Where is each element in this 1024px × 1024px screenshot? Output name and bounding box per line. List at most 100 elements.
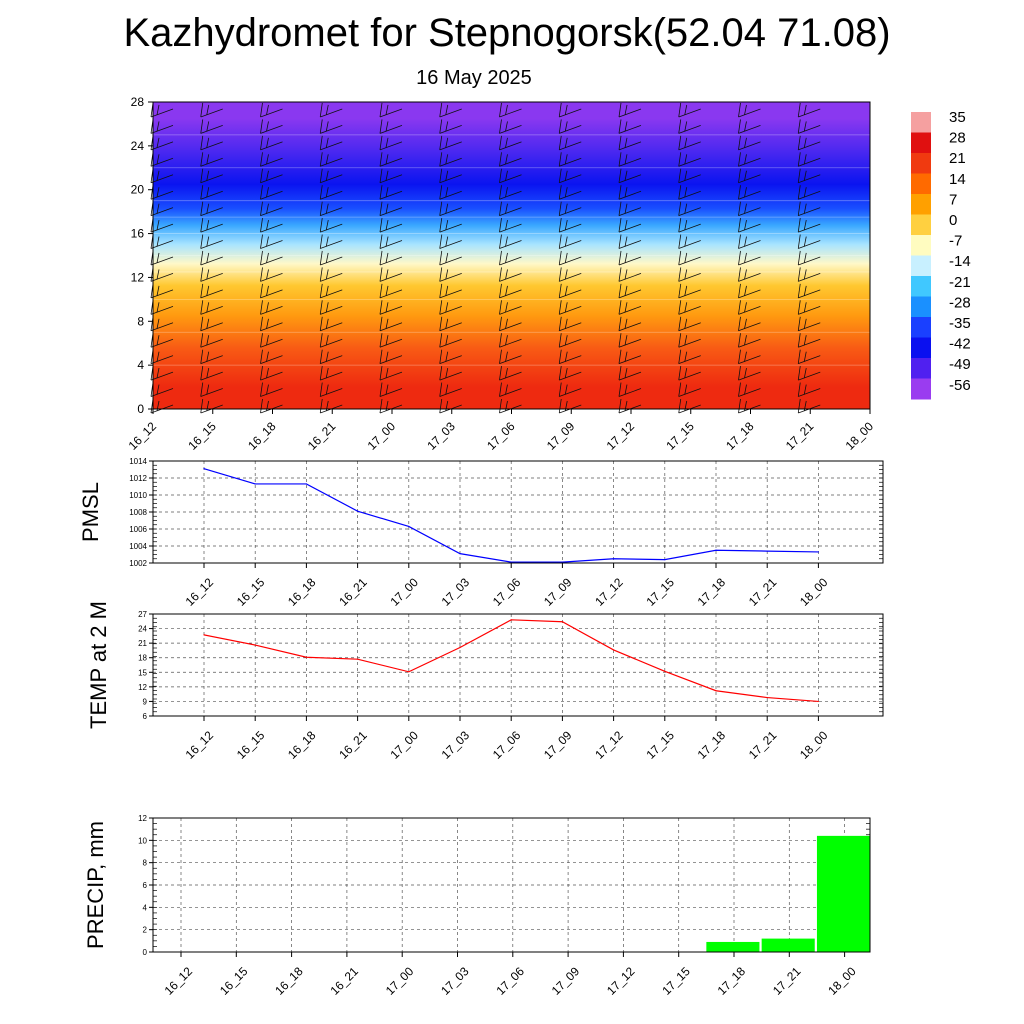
wind-barb	[319, 283, 343, 299]
wind-barb	[558, 250, 582, 266]
data-point	[561, 621, 564, 623]
wind-barb	[678, 135, 701, 151]
wind-barb	[260, 283, 283, 299]
data-point	[561, 561, 564, 563]
x-tick-label: 16_18	[285, 728, 319, 762]
y-tick-label: 1010	[129, 491, 147, 500]
x-tick-label: 16_12	[126, 419, 160, 453]
wind-barb	[499, 102, 522, 118]
wind-barb	[678, 382, 701, 397]
wind-barb	[738, 250, 761, 266]
wind-barb	[379, 316, 403, 332]
wind-barb	[738, 185, 761, 200]
wind-barb	[558, 119, 582, 134]
wind-barb	[618, 201, 642, 217]
wind-barb	[558, 185, 582, 200]
x-tick-label: 17_03	[424, 419, 458, 453]
wind-barb	[319, 135, 343, 151]
wind-barb	[200, 119, 223, 134]
wind-barb	[260, 333, 283, 348]
wind-barb	[379, 283, 403, 299]
x-tick-label: 17_12	[592, 575, 626, 609]
y-tick-label: 10	[138, 836, 147, 845]
x-tick-label: 17_18	[695, 575, 729, 609]
wind-barb	[738, 168, 761, 184]
wind-barb	[379, 300, 403, 315]
wind-barb	[678, 300, 701, 315]
wind-barb	[618, 102, 642, 118]
data-point	[817, 700, 820, 703]
y-tick-label: 0	[137, 402, 144, 416]
wind-barb	[200, 135, 223, 151]
wind-barb	[439, 349, 462, 365]
wind-barb	[439, 250, 462, 266]
temp-panel: 6 9 12 15 18 21 24 27 16_12 16_15 16_18 16_21 17_00 1…	[86, 601, 884, 762]
wind-barb	[558, 102, 582, 118]
y-tick-label: 2	[143, 926, 148, 935]
wind-barb	[200, 283, 223, 299]
colorbar-swatch	[911, 317, 931, 338]
wind-barb	[439, 119, 462, 134]
y-tick-label: 8	[143, 859, 148, 868]
wind-barb	[558, 135, 582, 151]
x-tick-label: 18_00	[797, 575, 831, 609]
data-point	[305, 656, 307, 658]
data-point	[408, 525, 410, 528]
colorbar-swatch	[911, 378, 931, 400]
wind-barb	[618, 366, 642, 381]
wind-barb	[618, 283, 642, 299]
x-tick-label: 17_09	[541, 728, 575, 762]
panel-frame	[152, 613, 884, 717]
wind-barb	[618, 349, 642, 365]
wind-barb	[319, 333, 343, 348]
wind-barb	[260, 250, 283, 266]
colorbar-swatch	[911, 358, 931, 379]
wind-barb	[499, 349, 522, 365]
wind-barb	[558, 316, 582, 332]
wind-barb	[200, 152, 223, 167]
wind-barb	[200, 333, 223, 348]
wind-barb	[678, 168, 701, 184]
wind-barb	[738, 135, 761, 151]
wind-barb	[439, 267, 462, 282]
wind-barb	[618, 119, 642, 134]
wind-barb	[200, 349, 223, 365]
data-point	[254, 483, 256, 485]
x-tick-label: 17_15	[663, 419, 697, 453]
wind-barb	[200, 382, 223, 397]
wind-barb	[738, 300, 761, 315]
wind-barb	[439, 234, 462, 249]
data-point	[510, 619, 512, 621]
x-tick-label: 17_09	[549, 964, 583, 998]
wind-barb	[499, 316, 522, 332]
wind-barb	[558, 333, 582, 348]
data-point	[613, 649, 615, 651]
colorbar-label: -56	[949, 377, 971, 394]
wind-barb	[260, 267, 283, 282]
wind-barb	[738, 366, 761, 381]
wind-barb	[558, 366, 582, 381]
wind-barb	[260, 152, 283, 167]
colorbar-label: -7	[949, 233, 962, 250]
data-point	[715, 690, 717, 692]
wind-barb	[558, 218, 582, 233]
wind-barb	[678, 119, 701, 134]
wind-barb	[738, 119, 761, 134]
pmsl-panel: 1002 1004 1006 1008 1010 1012 1014 16_12 16_15 16…	[78, 457, 884, 609]
precip-panel: 0 2 4 6 8 10 12 16_12 16_15 16_18 16_21 17_00 17_03 1…	[83, 814, 871, 998]
wind-barb	[319, 201, 343, 217]
x-tick-label: 17_18	[715, 964, 749, 998]
wind-barb	[319, 185, 343, 200]
wind-barb	[319, 366, 343, 381]
wind-barb	[499, 135, 522, 151]
chart-title: Kazhydromet for Stepnogorsk(52.04 71.08)	[123, 11, 890, 55]
data-point	[357, 510, 359, 512]
y-tick-label: 1002	[129, 559, 147, 568]
y-tick-label: 1006	[129, 525, 147, 534]
wind-barb	[439, 300, 462, 315]
wind-barb	[379, 234, 403, 249]
colorbar-label: -14	[949, 253, 971, 270]
wind-barb	[260, 201, 283, 217]
wind-barb	[738, 333, 761, 348]
